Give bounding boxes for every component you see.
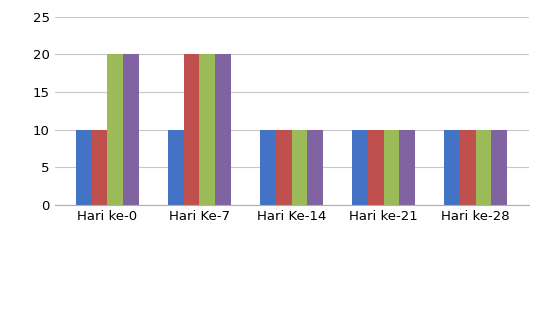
Bar [460, 130, 476, 205]
Bar [399, 130, 415, 205]
Bar [107, 54, 123, 205]
Bar [353, 130, 368, 205]
Bar [492, 130, 507, 205]
Bar [199, 54, 215, 205]
Bar [184, 54, 199, 205]
Bar [292, 130, 307, 205]
Bar [445, 130, 460, 205]
Bar [123, 54, 138, 205]
Bar [215, 54, 231, 205]
Bar [92, 130, 107, 205]
Bar [76, 130, 92, 205]
Bar [368, 130, 384, 205]
Bar [307, 130, 323, 205]
Bar [168, 130, 184, 205]
Bar [476, 130, 492, 205]
Bar [276, 130, 292, 205]
Bar [261, 130, 276, 205]
Bar [384, 130, 399, 205]
